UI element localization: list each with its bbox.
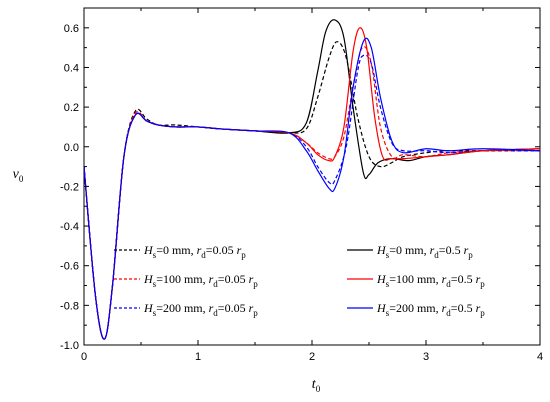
series-lines bbox=[84, 19, 540, 340]
y-tick-label: -1.0 bbox=[60, 340, 79, 352]
legend-label-2: Hs=100 mm, rd=0.05 rp bbox=[143, 272, 258, 289]
series-line-6 bbox=[84, 37, 540, 340]
y-tick-label: 0.0 bbox=[64, 142, 79, 154]
series-line-2 bbox=[84, 45, 540, 340]
x-tick-label: 1 bbox=[195, 351, 201, 363]
series-line-4 bbox=[84, 19, 540, 340]
x-tick-label: 2 bbox=[309, 351, 315, 363]
y-axis-label: v0 bbox=[13, 167, 24, 184]
x-tick-label: 4 bbox=[537, 351, 543, 363]
y-tick-label: -0.4 bbox=[60, 221, 79, 233]
axis-ticks: 0 1 2 3 4 -1.0 -0.8 -0.6 -0.4 -0.2 0.0 0.2 0.4 0.6 bbox=[60, 7, 543, 363]
y-tick-label: 0.4 bbox=[64, 62, 79, 74]
series-line-3 bbox=[84, 54, 540, 340]
legend-label-1: Hs=0 mm, rd=0.05 rp bbox=[143, 243, 246, 260]
y-tick-label: -0.2 bbox=[60, 181, 79, 193]
legend-label-6: Hs=200 mm, rd=0.5 rp bbox=[376, 301, 485, 318]
plot-frame bbox=[83, 7, 541, 346]
series-line-5 bbox=[84, 27, 540, 340]
legend-label-5: Hs=100 mm, rd=0.5 rp bbox=[376, 272, 485, 289]
legend-label-3: Hs=200 mm, rd=0.05 rp bbox=[143, 301, 258, 318]
y-tick-label: 0.2 bbox=[64, 102, 79, 114]
y-tick-label: -0.8 bbox=[60, 300, 79, 312]
series-line-1 bbox=[84, 41, 540, 340]
y-tick-label: -0.6 bbox=[60, 261, 79, 273]
legend-label-4: Hs=0 mm, rd=0.5 rp bbox=[376, 243, 473, 260]
x-tick-label: 3 bbox=[423, 351, 429, 363]
x-axis-label: t0 bbox=[312, 377, 321, 394]
x-tick-label: 0 bbox=[81, 351, 87, 363]
plot-area bbox=[83, 7, 541, 346]
legend: Hs=0 mm, rd=0.05 rp Hs=100 mm, rd=0.05 rp… bbox=[114, 243, 485, 318]
axis-labels: t0 v0 bbox=[13, 167, 321, 394]
y-tick-label: 0.6 bbox=[64, 23, 79, 35]
